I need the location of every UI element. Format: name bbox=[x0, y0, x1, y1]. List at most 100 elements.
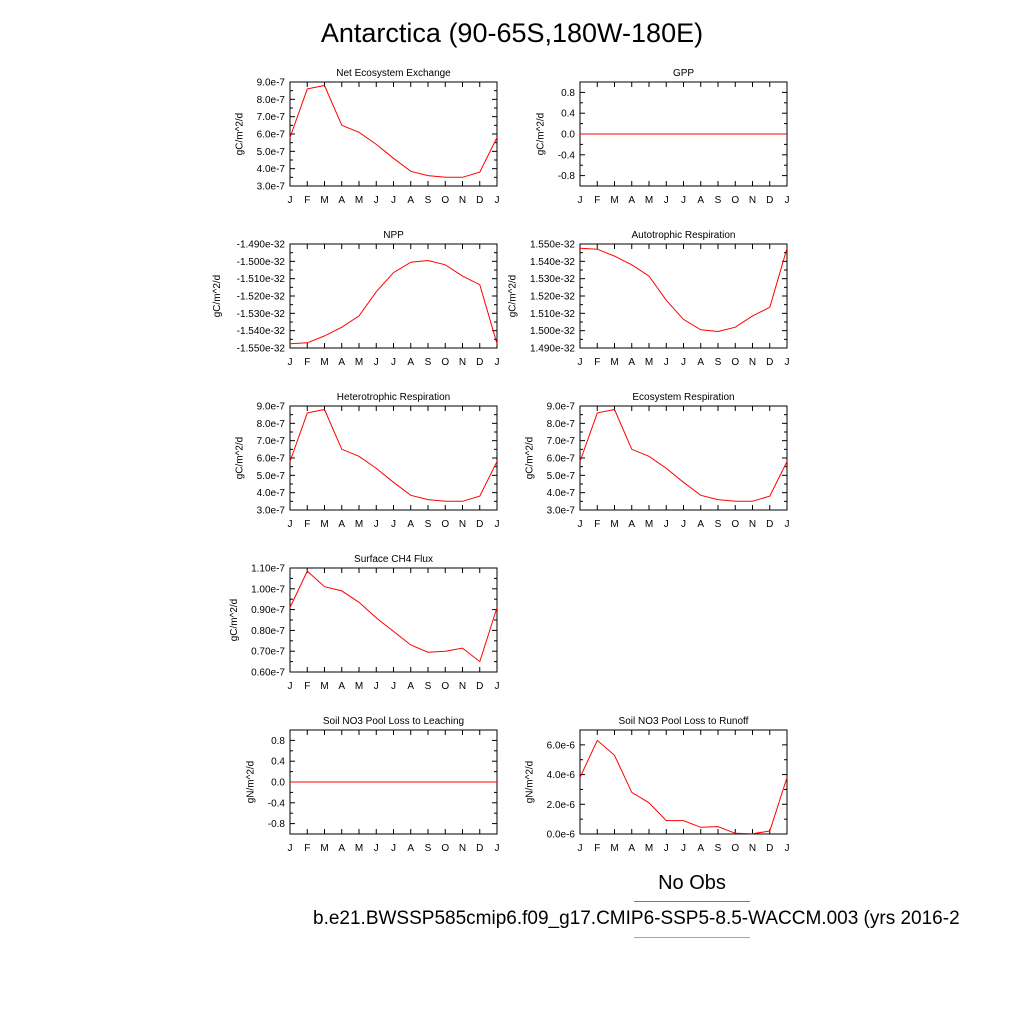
x-tick-label: F bbox=[304, 681, 310, 692]
panel-title: GPP bbox=[673, 68, 694, 79]
x-tick-label: A bbox=[697, 843, 704, 854]
y-tick-label: 4.0e-7 bbox=[257, 488, 286, 499]
y-axis-label: gC/m^2/d bbox=[234, 437, 245, 480]
y-tick-label: 0.0 bbox=[561, 130, 575, 141]
x-tick-label: A bbox=[697, 519, 704, 530]
x-tick-label: S bbox=[425, 357, 432, 368]
x-tick-label: J bbox=[495, 519, 500, 530]
legend-obs-label: No Obs bbox=[658, 872, 726, 894]
series-line bbox=[579, 408, 788, 502]
x-tick-label: O bbox=[731, 519, 739, 530]
y-axis-label: gC/m^2/d bbox=[212, 275, 223, 318]
x-tick-label: J bbox=[374, 195, 379, 206]
x-tick-label: J bbox=[374, 519, 379, 530]
y-tick-label: 0.0e-6 bbox=[547, 830, 576, 841]
x-tick-label: J bbox=[288, 195, 293, 206]
y-axis-label: gN/m^2/d bbox=[246, 761, 257, 804]
x-tick-label: J bbox=[664, 357, 669, 368]
x-tick-label: D bbox=[476, 681, 483, 692]
y-tick-label: -1.490e-32 bbox=[237, 240, 286, 251]
y-tick-label: 2.0e-6 bbox=[547, 800, 576, 811]
panel-title: NPP bbox=[383, 230, 404, 241]
series-line bbox=[289, 570, 498, 663]
x-tick-label: A bbox=[338, 843, 345, 854]
y-tick-label: 0.80e-7 bbox=[251, 626, 285, 637]
y-tick-label: 1.510e-32 bbox=[530, 309, 575, 320]
x-tick-label: J bbox=[578, 843, 583, 854]
legend-obs-line bbox=[634, 901, 750, 902]
x-tick-label: F bbox=[594, 195, 600, 206]
x-tick-label: J bbox=[495, 195, 500, 206]
x-tick-label: A bbox=[697, 195, 704, 206]
x-tick-label: M bbox=[645, 357, 653, 368]
y-tick-label: 0.70e-7 bbox=[251, 647, 285, 658]
x-tick-label: J bbox=[391, 357, 396, 368]
y-tick-label: -0.4 bbox=[558, 150, 576, 161]
y-tick-label: 1.530e-32 bbox=[530, 274, 575, 285]
y-tick-label: 4.0e-6 bbox=[547, 770, 576, 781]
legend-model-label: b.e21.BWSSP585cmip6.f09_g17.CMIP6-SSP5-8… bbox=[313, 908, 960, 929]
x-tick-label: J bbox=[288, 843, 293, 854]
x-tick-label: D bbox=[476, 519, 483, 530]
y-tick-label: 7.0e-7 bbox=[547, 436, 576, 447]
panel-title: Heterotrophic Respiration bbox=[337, 392, 450, 403]
y-tick-label: 4.0e-7 bbox=[547, 488, 576, 499]
y-tick-label: 5.0e-7 bbox=[257, 471, 286, 482]
x-tick-label: N bbox=[749, 519, 756, 530]
x-tick-label: O bbox=[731, 195, 739, 206]
x-tick-label: A bbox=[697, 357, 704, 368]
x-tick-label: M bbox=[610, 195, 618, 206]
x-tick-label: O bbox=[441, 681, 449, 692]
x-tick-label: O bbox=[441, 519, 449, 530]
y-tick-label: 9.0e-7 bbox=[257, 78, 286, 89]
x-tick-label: S bbox=[715, 357, 722, 368]
x-tick-label: J bbox=[374, 843, 379, 854]
y-tick-label: 8.0e-7 bbox=[257, 419, 286, 430]
x-tick-label: J bbox=[681, 519, 686, 530]
y-tick-label: 1.00e-7 bbox=[251, 584, 285, 595]
series-line bbox=[289, 408, 498, 502]
y-tick-label: 7.0e-7 bbox=[257, 112, 286, 123]
x-tick-label: F bbox=[594, 843, 600, 854]
y-tick-label: 7.0e-7 bbox=[257, 436, 286, 447]
x-tick-label: M bbox=[645, 195, 653, 206]
x-tick-label: J bbox=[578, 195, 583, 206]
x-tick-label: J bbox=[664, 519, 669, 530]
x-tick-label: J bbox=[288, 681, 293, 692]
x-tick-label: M bbox=[645, 843, 653, 854]
series-line bbox=[579, 247, 788, 333]
panel-title: Surface CH4 Flux bbox=[354, 554, 433, 565]
x-tick-label: J bbox=[681, 843, 686, 854]
x-tick-label: N bbox=[749, 843, 756, 854]
x-tick-label: J bbox=[578, 357, 583, 368]
x-tick-label: M bbox=[355, 681, 363, 692]
x-tick-label: M bbox=[610, 843, 618, 854]
x-tick-label: J bbox=[391, 195, 396, 206]
panel-title: Soil NO3 Pool Loss to Runoff bbox=[619, 716, 749, 727]
y-tick-label: 0.60e-7 bbox=[251, 668, 285, 679]
y-tick-label: -0.8 bbox=[268, 819, 286, 830]
y-axis-label: gN/m^2/d bbox=[524, 761, 535, 804]
x-tick-label: J bbox=[391, 681, 396, 692]
x-tick-label: S bbox=[715, 519, 722, 530]
x-tick-label: A bbox=[407, 357, 414, 368]
plot-frame bbox=[289, 81, 498, 187]
x-tick-label: F bbox=[594, 519, 600, 530]
x-tick-label: D bbox=[476, 195, 483, 206]
x-tick-label: O bbox=[441, 843, 449, 854]
x-tick-label: D bbox=[766, 519, 773, 530]
x-tick-label: M bbox=[320, 357, 328, 368]
x-tick-label: N bbox=[459, 843, 466, 854]
plot-frame bbox=[289, 243, 498, 349]
y-tick-label: -1.550e-32 bbox=[237, 344, 286, 355]
x-tick-label: S bbox=[425, 519, 432, 530]
x-tick-label: M bbox=[355, 519, 363, 530]
x-tick-label: N bbox=[459, 195, 466, 206]
x-tick-label: J bbox=[785, 357, 790, 368]
x-tick-label: D bbox=[766, 357, 773, 368]
